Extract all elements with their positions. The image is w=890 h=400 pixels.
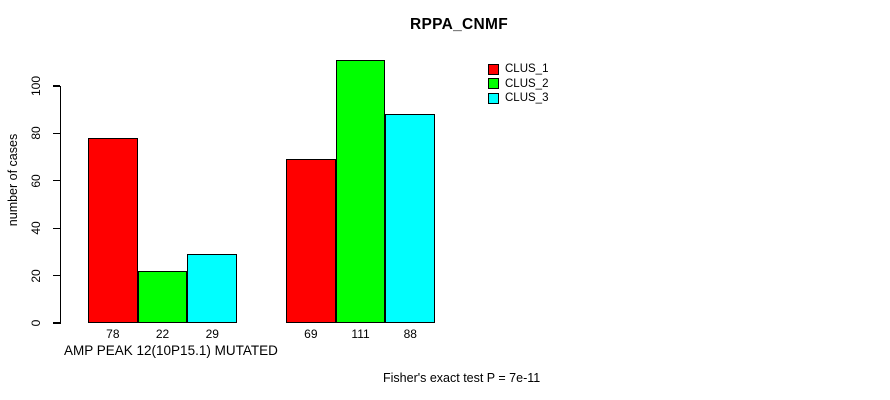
legend-swatch-icon (488, 92, 499, 104)
y-axis-tick-label: 40 (29, 221, 43, 235)
y-axis-tick (52, 85, 60, 87)
footnote-text: Fisher's exact test P = 7e-11 (383, 371, 541, 385)
y-axis-tick-label: 60 (29, 174, 43, 188)
legend: CLUS_1 CLUS_2 CLUS_3 (488, 62, 548, 106)
bar-clus_1-group2 (286, 159, 336, 323)
bar-clus_2-group2 (335, 59, 386, 323)
bar-value-label: 88 (403, 327, 417, 341)
legend-swatch-icon (488, 78, 499, 89)
bar-value-label: 78 (106, 327, 120, 341)
bar-value-label: 111 (351, 327, 370, 341)
legend-label: CLUS_1 (505, 63, 549, 75)
y-axis-tick (52, 275, 60, 277)
y-axis-label: number of cases (6, 133, 20, 227)
y-axis-tick-label: 80 (29, 126, 43, 141)
y-axis-tick-label: 20 (29, 268, 43, 283)
y-axis-tick (52, 180, 60, 182)
bar-clus_1-group1 (88, 138, 138, 323)
y-axis-tick-label: 100 (29, 75, 43, 97)
bar-value-label: 69 (304, 327, 318, 341)
x-axis-label: AMP PEAK 12(10P15.1) MUTATED (64, 343, 278, 358)
legend-item-clus_1: CLUS_1 (488, 62, 548, 76)
legend-item-clus_2: CLUS_2 (488, 77, 548, 91)
legend-swatch-icon (488, 63, 499, 75)
y-axis-tick (52, 227, 60, 229)
y-axis-tick (52, 132, 60, 134)
bar-value-label: 22 (155, 327, 170, 341)
legend-item-clus_3: CLUS_3 (488, 91, 548, 105)
bar-clus_2-group1 (137, 270, 188, 323)
chart-title: RPPA_CNMF (409, 16, 508, 33)
y-axis-tick-label: 0 (29, 319, 43, 327)
bar-clus_3-group2 (385, 114, 436, 323)
legend-label: CLUS_2 (505, 77, 549, 90)
y-axis-tick (52, 322, 60, 324)
bar-clus_3-group1 (187, 254, 238, 323)
legend-label: CLUS_3 (505, 92, 549, 104)
y-axis-line (59, 86, 61, 324)
bar-value-label: 29 (205, 327, 219, 341)
